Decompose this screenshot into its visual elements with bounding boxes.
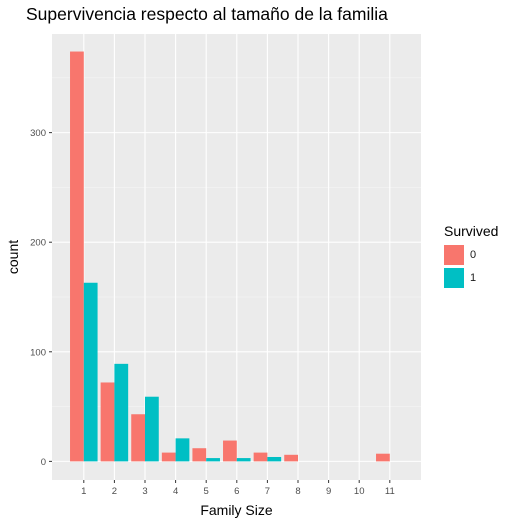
- bar-survived-1-size-6: [236, 458, 251, 462]
- legend-key-0: [444, 244, 464, 265]
- x-axis: 1 2 3 4 5 6 7 8 9 10 11: [81, 480, 395, 497]
- bar-survived-0-size-8: [284, 454, 298, 462]
- legend: Survived 0 1: [444, 223, 498, 289]
- legend-key-1: [444, 267, 464, 288]
- bar-survived-1-size-7: [267, 456, 282, 462]
- legend-item-1: 1: [444, 266, 498, 289]
- x-tick-label: 6: [234, 486, 239, 497]
- bar-survived-1-size-5: [206, 458, 220, 462]
- x-tick-label: 4: [173, 486, 178, 497]
- bar-survived-1-size-2: [114, 363, 129, 462]
- x-tick-label: 2: [112, 486, 117, 497]
- x-tick-label: 1: [81, 486, 86, 497]
- x-axis-label: Family Size: [200, 502, 273, 518]
- bar-survived-0-size-2: [100, 382, 115, 462]
- y-tick-label: 300: [30, 128, 46, 139]
- x-tick-label: 7: [265, 486, 270, 497]
- x-tick-label: 9: [326, 486, 331, 497]
- legend-item-0: 0: [444, 243, 498, 266]
- x-tick-label: 3: [142, 486, 147, 497]
- bar-survived-0-size-7: [253, 452, 268, 462]
- bar-survived-0-size-3: [131, 414, 145, 462]
- x-tick-label: 10: [354, 486, 365, 497]
- legend-label-1: 1: [470, 271, 477, 284]
- bar-survived-0-size-5: [192, 448, 207, 462]
- y-tick-label: 200: [30, 238, 46, 249]
- bar-survived-0-size-6: [223, 440, 237, 462]
- bar-survived-0-size-1: [70, 51, 84, 462]
- y-tick-label: 100: [30, 347, 46, 358]
- x-tick-label: 5: [204, 486, 209, 497]
- bars: [70, 51, 390, 462]
- chart-title: Supervivencia respecto al tamaño de la f…: [26, 4, 388, 24]
- legend-label-0: 0: [470, 248, 477, 261]
- bar-survived-1-size-1: [83, 282, 98, 462]
- y-axis: 0 100 200 300: [30, 128, 52, 468]
- x-tick-label: 11: [385, 486, 395, 497]
- bar-survived-1-size-4: [175, 438, 190, 462]
- bar-survived-0-size-11: [376, 453, 390, 462]
- legend-title: Survived: [444, 223, 499, 239]
- y-tick-label: 0: [41, 457, 46, 468]
- bar-survived-0-size-4: [161, 452, 176, 462]
- x-tick-label: 8: [295, 486, 300, 497]
- bar-survived-1-size-3: [145, 396, 159, 462]
- y-axis-label: count: [5, 240, 21, 274]
